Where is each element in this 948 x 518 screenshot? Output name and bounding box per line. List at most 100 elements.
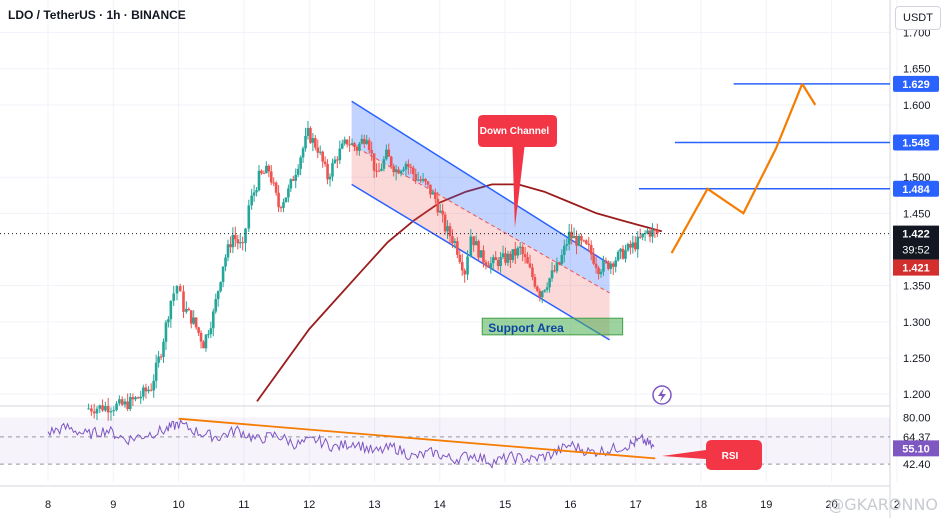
candle-body bbox=[95, 408, 99, 414]
time-tick-1: 9 bbox=[110, 499, 116, 511]
support-area-box bbox=[481, 317, 624, 336]
candle-body bbox=[128, 397, 132, 410]
candle-body bbox=[255, 190, 258, 193]
annotations: Down Channel bbox=[477, 115, 672, 405]
candle-body bbox=[555, 262, 559, 272]
candle-body bbox=[582, 240, 586, 242]
candle-body bbox=[101, 405, 104, 411]
candle-body bbox=[299, 157, 302, 169]
level-badge-1 bbox=[893, 134, 939, 151]
candle-body bbox=[272, 182, 275, 184]
candle-body bbox=[545, 287, 549, 290]
projection-path bbox=[670, 83, 817, 254]
candle-body bbox=[120, 399, 124, 405]
candle-body bbox=[474, 241, 478, 246]
time-tick-7: 15 bbox=[499, 499, 511, 511]
candle-body bbox=[560, 254, 564, 265]
level-badge-label-0: 1.629 bbox=[902, 79, 930, 91]
candle-body bbox=[482, 250, 485, 263]
candle-body bbox=[147, 389, 150, 392]
candle-body bbox=[277, 192, 280, 208]
candle-body bbox=[262, 173, 266, 175]
candle-body bbox=[394, 169, 398, 173]
candle-body bbox=[528, 263, 532, 268]
currency-button[interactable]: USDT bbox=[895, 6, 941, 30]
time-tick-12: 20 bbox=[825, 499, 837, 511]
candle-body bbox=[453, 241, 457, 243]
candle-body bbox=[577, 235, 581, 246]
candle-body bbox=[224, 257, 227, 267]
candle-body bbox=[611, 263, 615, 267]
candle-body bbox=[402, 169, 405, 171]
author-watermark: @GKARONNO bbox=[828, 495, 938, 514]
price-tick-1: 1.650 bbox=[903, 64, 931, 76]
candle-body bbox=[164, 322, 168, 342]
candle-body bbox=[238, 242, 242, 244]
candle-body bbox=[380, 168, 383, 171]
price-tick-5: 1.350 bbox=[903, 281, 931, 293]
candle-body bbox=[389, 156, 393, 167]
candle-body bbox=[414, 174, 418, 181]
candle-body bbox=[345, 139, 349, 145]
candle-body bbox=[244, 228, 247, 244]
time-tick-4: 12 bbox=[303, 499, 315, 511]
candle-body bbox=[385, 149, 388, 160]
candle-body bbox=[306, 127, 310, 136]
candle-body bbox=[260, 170, 263, 174]
candle-body bbox=[599, 271, 603, 275]
candle-body bbox=[472, 236, 475, 246]
candle-body bbox=[131, 397, 135, 400]
candle-body bbox=[192, 317, 196, 324]
lightning-bolt-icon bbox=[658, 388, 666, 402]
candle-body bbox=[362, 138, 366, 144]
candle-body bbox=[199, 332, 203, 342]
moving-average-line bbox=[256, 183, 663, 402]
candle-body bbox=[597, 267, 600, 275]
candle-body bbox=[152, 380, 156, 391]
candle-body bbox=[523, 254, 527, 258]
candle-body bbox=[118, 399, 121, 404]
candle-body bbox=[587, 243, 591, 246]
time-tick-10: 18 bbox=[695, 499, 707, 511]
candle-body bbox=[328, 176, 332, 180]
price-series bbox=[87, 121, 659, 421]
candle-body bbox=[323, 161, 327, 164]
candle-body bbox=[375, 170, 378, 172]
candle-body bbox=[355, 146, 359, 151]
candle-body bbox=[279, 207, 283, 209]
candle-body bbox=[436, 198, 440, 213]
candle-body bbox=[370, 150, 373, 154]
rsi-tick-3: 42.40 bbox=[903, 459, 931, 471]
candle-body bbox=[565, 244, 569, 246]
support-area-label: Support Area bbox=[488, 321, 564, 335]
time-tick-5: 13 bbox=[368, 499, 380, 511]
candle-body bbox=[87, 408, 90, 410]
rsi-callout bbox=[662, 440, 762, 470]
candle-body bbox=[314, 138, 317, 148]
candle-body bbox=[257, 170, 261, 191]
rsi-trendline bbox=[178, 417, 656, 460]
time-axis: 8 9 10 11 12 13 14 15 16 17 18 19 20 2 bbox=[45, 499, 900, 511]
candle-body bbox=[456, 241, 459, 255]
down-channel-label: Down Channel bbox=[480, 126, 550, 137]
candle-body bbox=[106, 406, 110, 413]
candle-body bbox=[438, 210, 442, 213]
candle-body bbox=[318, 151, 322, 153]
candle-body bbox=[538, 290, 542, 298]
candle-body bbox=[194, 317, 198, 328]
candle-body bbox=[646, 230, 649, 234]
candle-body bbox=[287, 188, 290, 198]
candle-body bbox=[479, 250, 483, 258]
prev-price-badge bbox=[893, 259, 939, 276]
candle-body bbox=[247, 205, 251, 229]
candle-body bbox=[301, 148, 305, 158]
candle-body bbox=[267, 165, 271, 172]
symbol-title: LDO / TetherUS · 1h · BINANCE bbox=[8, 8, 186, 22]
candle-body bbox=[144, 387, 148, 392]
candle-body bbox=[360, 138, 364, 144]
price-tick-8: 1.200 bbox=[903, 389, 931, 401]
candle-body bbox=[543, 289, 546, 292]
candle-body bbox=[216, 291, 220, 300]
candle-body bbox=[434, 192, 437, 199]
